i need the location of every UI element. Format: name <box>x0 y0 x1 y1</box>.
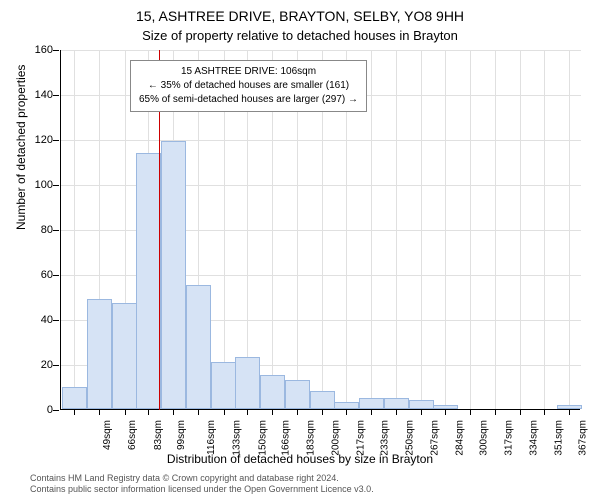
x-tick <box>247 409 248 415</box>
x-tick <box>125 409 126 415</box>
y-tick <box>53 50 59 51</box>
y-tick <box>53 320 59 321</box>
grid-line <box>544 50 545 410</box>
histogram-bar <box>161 141 186 409</box>
histogram-bar <box>409 400 434 409</box>
histogram-bar <box>211 362 236 409</box>
page-subtitle: Size of property relative to detached ho… <box>0 24 600 43</box>
callout-line1: 15 ASHTREE DRIVE: 106sqm <box>139 65 358 79</box>
x-label: 233sqm <box>380 420 391 456</box>
x-tick <box>346 409 347 415</box>
x-label: 317sqm <box>504 420 515 456</box>
grid-line <box>61 50 581 51</box>
x-label: 334sqm <box>529 420 540 456</box>
x-label: 351sqm <box>554 420 565 456</box>
y-tick <box>53 230 59 231</box>
x-label: 183sqm <box>306 420 317 456</box>
x-axis-title: Distribution of detached houses by size … <box>0 452 600 466</box>
x-tick <box>74 409 75 415</box>
footer-line1: Contains HM Land Registry data © Crown c… <box>30 473 374 485</box>
x-tick <box>99 409 100 415</box>
x-label: 200sqm <box>331 420 342 456</box>
x-tick <box>520 409 521 415</box>
grid-line <box>421 50 422 410</box>
y-label: 0 <box>21 404 53 416</box>
grid-line <box>74 50 75 410</box>
histogram-bar <box>62 387 87 410</box>
histogram-bar <box>87 299 112 409</box>
x-label: 300sqm <box>479 420 490 456</box>
y-label: 140 <box>21 89 53 101</box>
grid-line <box>569 50 570 410</box>
y-label: 100 <box>21 179 53 191</box>
y-tick <box>53 365 59 366</box>
x-tick <box>569 409 570 415</box>
y-label: 40 <box>21 314 53 326</box>
page-title: 15, ASHTREE DRIVE, BRAYTON, SELBY, YO8 9… <box>0 0 600 24</box>
callout-line3: 65% of semi-detached houses are larger (… <box>139 93 358 107</box>
histogram-bar <box>384 398 409 409</box>
x-label: 83sqm <box>153 420 164 450</box>
x-tick <box>371 409 372 415</box>
x-label: 116sqm <box>206 420 217 455</box>
x-tick <box>396 409 397 415</box>
histogram-bar <box>433 405 458 410</box>
x-label: 66sqm <box>127 420 138 450</box>
x-tick <box>322 409 323 415</box>
y-tick <box>53 410 59 411</box>
histogram-bar <box>186 285 211 409</box>
grid-line <box>520 50 521 410</box>
footer: Contains HM Land Registry data © Crown c… <box>30 473 374 496</box>
grid-line <box>61 140 581 141</box>
x-label: 267sqm <box>430 420 441 456</box>
y-label: 120 <box>21 134 53 146</box>
histogram-bar <box>557 405 582 410</box>
histogram-bar <box>359 398 384 409</box>
x-tick <box>272 409 273 415</box>
x-tick <box>470 409 471 415</box>
x-tick <box>544 409 545 415</box>
footer-line2: Contains public sector information licen… <box>30 484 374 496</box>
x-label: 166sqm <box>281 420 292 456</box>
x-label: 133sqm <box>232 420 243 456</box>
histogram-bar <box>112 303 137 409</box>
x-label: 284sqm <box>455 420 466 456</box>
grid-line <box>470 50 471 410</box>
y-tick <box>53 140 59 141</box>
x-label: 250sqm <box>405 420 416 456</box>
grid-line <box>445 50 446 410</box>
x-tick <box>224 409 225 415</box>
x-tick <box>297 409 298 415</box>
x-label: 217sqm <box>356 420 367 456</box>
x-label: 367sqm <box>578 420 589 456</box>
y-tick <box>53 185 59 186</box>
x-tick <box>148 409 149 415</box>
histogram-bar <box>235 357 260 409</box>
grid-line <box>371 50 372 410</box>
x-tick <box>445 409 446 415</box>
grid-line <box>495 50 496 410</box>
callout-line2: ← 35% of detached houses are smaller (16… <box>139 79 358 93</box>
grid-line <box>396 50 397 410</box>
x-tick <box>173 409 174 415</box>
y-label: 80 <box>21 224 53 236</box>
x-tick <box>421 409 422 415</box>
y-label: 60 <box>21 269 53 281</box>
x-label: 99sqm <box>176 420 187 450</box>
histogram-bar <box>136 153 161 410</box>
x-label: 150sqm <box>257 420 268 456</box>
histogram-bar <box>285 380 310 409</box>
x-label: 49sqm <box>102 420 113 450</box>
x-tick <box>495 409 496 415</box>
histogram-bar <box>310 391 335 409</box>
callout-box: 15 ASHTREE DRIVE: 106sqm ← 35% of detach… <box>130 60 367 112</box>
y-tick <box>53 275 59 276</box>
histogram-bar <box>260 375 285 409</box>
histogram-bar <box>334 402 359 409</box>
x-tick <box>198 409 199 415</box>
y-label: 20 <box>21 359 53 371</box>
y-tick <box>53 95 59 96</box>
y-label: 160 <box>21 44 53 56</box>
